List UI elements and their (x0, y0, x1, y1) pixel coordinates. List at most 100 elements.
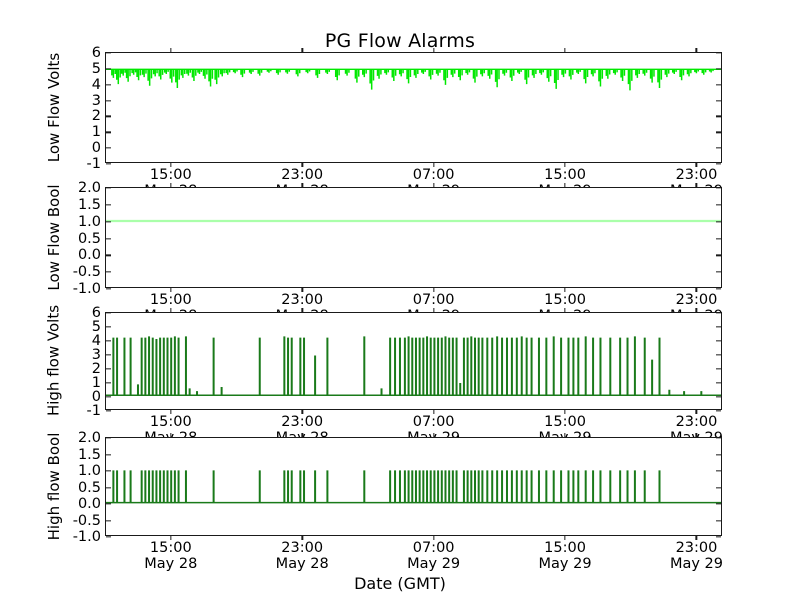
y-tick-label: 1.5 (77, 446, 101, 463)
y-tick-mark (106, 204, 111, 206)
y-tick-label: 1.0 (77, 462, 101, 479)
y-tick-label: -0.5 (72, 512, 101, 529)
x-tick-mark-top (564, 183, 566, 188)
y-tick-mark-right (716, 503, 721, 505)
y-tick-mark (106, 453, 111, 456)
x-tick-mark (564, 535, 566, 540)
y-tick-mark (106, 312, 111, 314)
y-tick-mark-right (716, 312, 721, 314)
y-tick-mark (106, 503, 111, 505)
x-tick-time: 23:00 (281, 292, 324, 308)
y-tick-label: -1.0 (72, 528, 101, 545)
x-tick-time: 23:00 (675, 540, 718, 556)
x-tick-time: 15:00 (544, 414, 586, 430)
x-tick-mark-top (695, 433, 698, 438)
y-tick-mark-right (716, 368, 721, 370)
trace-low-flow-bool (106, 188, 721, 287)
y-tick-mark-right (716, 204, 721, 206)
x-tick-mark (301, 535, 303, 540)
y-axis-label-3: High flow Bool (44, 432, 63, 540)
y-tick-mark-right (716, 84, 721, 86)
y-tick-label: -1.0 (72, 280, 101, 297)
y-tick-mark (106, 52, 111, 54)
y-tick-mark (106, 147, 111, 149)
subplot-low-flow-bool: -1.0 -0.5 0.0 0.5 1.0 1.5 2.0 Low Flow Bool 15:0… (45, 181, 723, 324)
trace-high-flow-bool (106, 438, 721, 535)
y-tick-label: 3 (91, 92, 101, 109)
y-tick-mark (106, 410, 111, 412)
plot-area-high-flow-bool (106, 438, 721, 535)
y-tick-mark (106, 396, 111, 398)
y-tick-mark-right (716, 354, 721, 356)
x-tick-time: 23:00 (675, 414, 718, 430)
y-tick-mark (106, 271, 111, 273)
x-tick-mark-top (564, 433, 566, 438)
x-tick-mark-top (564, 308, 566, 313)
x-tick-time: 15:00 (544, 167, 586, 183)
y-tick-label: 0.0 (77, 247, 101, 264)
y-tick-mark-right (716, 519, 721, 522)
x-tick-mark (432, 409, 435, 414)
plot-area-low-flow-volts (106, 53, 721, 162)
x-tick-mark (432, 535, 435, 540)
x-tick-time: 07:00 (412, 540, 455, 556)
x-tick-mark (564, 162, 566, 167)
y-tick-mark (106, 115, 111, 118)
y-tick-mark (106, 84, 111, 86)
x-tick-mark-top (301, 48, 303, 53)
y-tick-label: 0.5 (77, 479, 101, 496)
x-tick-mark-top (301, 183, 303, 188)
x-tick-time: 23:00 (675, 292, 718, 308)
y-tick-mark (106, 288, 111, 290)
y-tick-mark (106, 254, 111, 256)
x-tick-mark-top (301, 433, 303, 438)
x-tick-mark-top (170, 183, 172, 188)
x-tick-mark (301, 162, 303, 167)
y-tick-mark-right (716, 410, 721, 412)
y-tick-mark (106, 470, 111, 472)
x-tick-time: 07:00 (412, 292, 455, 308)
plot-area-low-flow-bool (106, 188, 721, 287)
y-tick-label: 0 (91, 388, 101, 405)
x-axis-label: Date (GMT) (354, 574, 446, 593)
x-tick-time: 07:00 (412, 414, 455, 430)
y-tick-mark-right (716, 254, 721, 256)
x-tick-date: May 29 (538, 556, 592, 573)
y-tick-label: -1 (86, 402, 101, 419)
subplot-high-flow-bool: -1.0 -0.5 0.0 0.5 1.0 1.5 2.0 High flow Bool 15:… (45, 431, 723, 572)
x-tick-date: May 29 (669, 556, 723, 573)
y-tick-mark-right (716, 536, 721, 538)
y-tick-label: 0 (91, 139, 101, 156)
x-tick-mark-top (432, 308, 435, 313)
trace-low-flow-volts (106, 53, 721, 162)
x-tick-time: 15:00 (544, 540, 586, 556)
x-tick-mark-top (170, 308, 172, 313)
y-tick-label: 3 (91, 346, 101, 363)
x-tick-time: 23:00 (675, 167, 718, 183)
y-tick-mark (106, 368, 111, 370)
x-tick-mark (170, 162, 172, 167)
x-tick-mark-top (432, 183, 435, 188)
y-tick-mark-right (716, 453, 721, 456)
x-tick-mark-top (170, 433, 172, 438)
x-tick-mark-top (432, 48, 435, 53)
y-tick-mark (106, 221, 111, 223)
y-tick-mark-right (716, 115, 721, 118)
x-tick-time: 23:00 (281, 167, 324, 183)
y-tick-mark-right (716, 52, 721, 54)
y-tick-mark (106, 163, 111, 165)
y-tick-mark (106, 326, 111, 328)
x-tick-mark (301, 287, 303, 292)
y-tick-mark-right (716, 326, 721, 328)
y-tick-label: 5 (91, 60, 101, 77)
y-tick-label: 2 (91, 108, 101, 125)
plot-area-high-flow-volts (106, 313, 721, 409)
y-tick-mark-right (716, 486, 721, 489)
y-tick-mark (106, 437, 111, 439)
